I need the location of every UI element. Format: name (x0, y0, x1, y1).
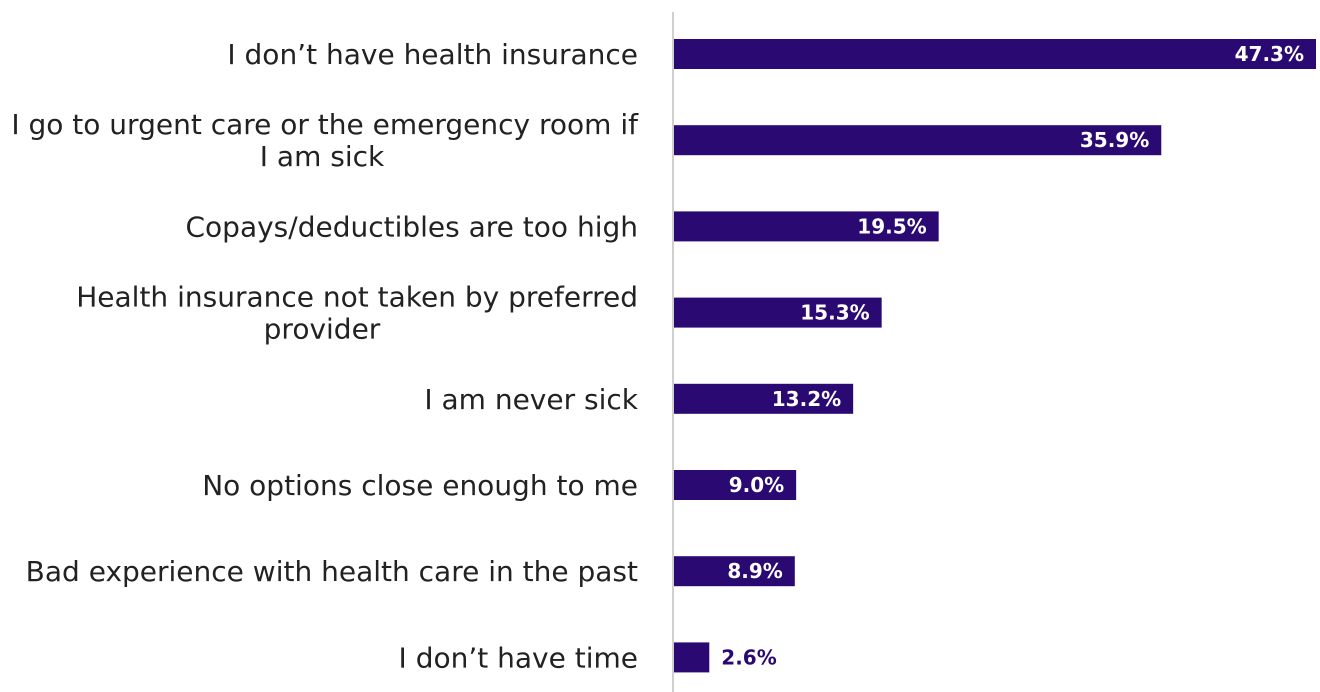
category-label-line: I go to urgent care or the emergency roo… (11, 108, 639, 141)
bar (674, 39, 1316, 69)
bar (674, 470, 797, 500)
bar-value-label: 8.9% (727, 559, 782, 583)
bar-value-label: 9.0% (729, 473, 784, 497)
category-label: I don’t have health insurance (227, 38, 638, 71)
category-label: Health insurance not taken by preferred p… (76, 281, 638, 346)
category-label: I am never sick (424, 383, 638, 416)
bar-value-label: 2.6% (721, 645, 776, 669)
bars-group: 47.3% I don’t have health insurance 35.9% I… (11, 38, 1316, 674)
bar (674, 556, 795, 587)
category-label: No options close enough to me (202, 469, 638, 502)
category-label-line: I am sick (260, 140, 385, 173)
category-label: Bad experience with health care in the p… (26, 555, 638, 588)
bar (674, 383, 854, 414)
category-label-line: Health insurance not taken by preferred (76, 281, 638, 314)
category-label-line: provider (264, 313, 381, 346)
category-label-line: I don’t have health insurance (227, 38, 638, 71)
bar (674, 297, 882, 328)
bar-value-label: 47.3% (1235, 42, 1304, 66)
bar-value-label: 35.9% (1080, 128, 1149, 152)
bar (674, 642, 710, 673)
category-label-line: I don’t have time (399, 641, 638, 674)
category-label: I go to urgent care or the emergency roo… (11, 108, 639, 173)
category-label: Copays/deductibles are too high (185, 210, 638, 243)
category-label: I don’t have time (399, 641, 638, 674)
bar-value-label: 19.5% (857, 214, 926, 238)
bar (674, 125, 1162, 156)
bar-value-label: 15.3% (800, 301, 869, 325)
bar (674, 211, 939, 242)
category-label-line: Bad experience with health care in the p… (26, 555, 638, 588)
category-label-line: No options close enough to me (202, 469, 638, 502)
bar-value-label: 13.2% (772, 387, 841, 411)
category-label-line: I am never sick (424, 383, 638, 416)
category-label-line: Copays/deductibles are too high (185, 210, 638, 243)
